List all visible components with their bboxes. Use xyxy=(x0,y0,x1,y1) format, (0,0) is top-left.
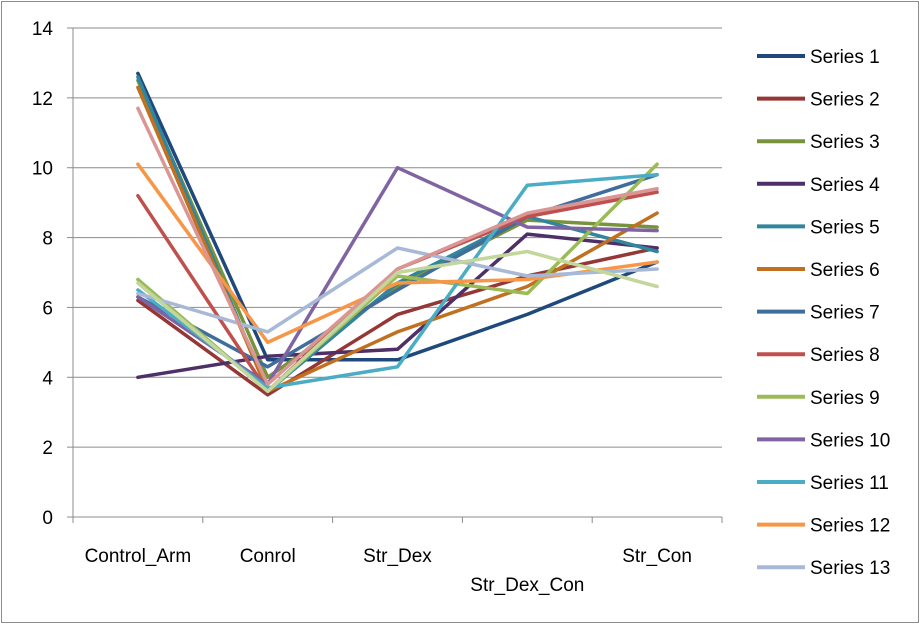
series-line xyxy=(136,232,659,380)
y-tick-label: 10 xyxy=(32,159,53,180)
series-line xyxy=(136,106,659,387)
legend-label: Series 8 xyxy=(810,345,880,366)
axes xyxy=(67,27,723,523)
y-tick-label: 12 xyxy=(32,89,53,110)
legend-label: Series 3 xyxy=(810,132,880,153)
x-tick-label: Str_Con xyxy=(622,546,692,567)
legend-label: Series 5 xyxy=(810,217,880,238)
series-line xyxy=(136,246,659,334)
legend-label: Series 12 xyxy=(810,516,890,537)
legend-label: Series 1 xyxy=(810,47,880,68)
series-line xyxy=(136,78,659,380)
x-tick-labels: Control_Arm Conrol Str_Dex Str_Dex_Con Str_C… xyxy=(85,546,692,596)
x-tick-label: Conrol xyxy=(240,546,296,567)
y-tick-label: 2 xyxy=(42,438,53,459)
x-tick-label: Str_Dex_Con xyxy=(470,575,584,596)
series-line xyxy=(136,71,659,362)
series-line xyxy=(136,75,659,394)
y-tick-label: 4 xyxy=(42,368,53,389)
legend: Series 1 Series 2 Series 3 Series 4 Series 5… xyxy=(757,47,890,579)
y-tick-label: 14 xyxy=(32,19,54,40)
legend-label: Series 11 xyxy=(810,473,889,494)
y-tick-label: 0 xyxy=(42,508,53,529)
x-tick-label: Str_Dex xyxy=(363,546,432,567)
legend-label: Series 6 xyxy=(810,260,880,281)
legend-label: Series 9 xyxy=(810,388,880,409)
legend-label: Series 4 xyxy=(810,175,880,196)
x-tick-label: Control_Arm xyxy=(85,546,192,567)
y-tick-label: 8 xyxy=(42,229,53,250)
series-lines xyxy=(136,71,659,397)
legend-label: Series 2 xyxy=(810,90,880,111)
legend-label: Series 13 xyxy=(810,558,890,579)
gridlines xyxy=(73,27,722,448)
series-line xyxy=(136,249,659,394)
legend-label: Series 7 xyxy=(810,303,880,324)
legend-label: Series 10 xyxy=(810,430,890,451)
y-tick-label: 6 xyxy=(42,298,53,319)
series-line xyxy=(136,172,659,369)
y-tick-labels: 0 2 4 6 8 10 12 14 xyxy=(32,19,54,529)
